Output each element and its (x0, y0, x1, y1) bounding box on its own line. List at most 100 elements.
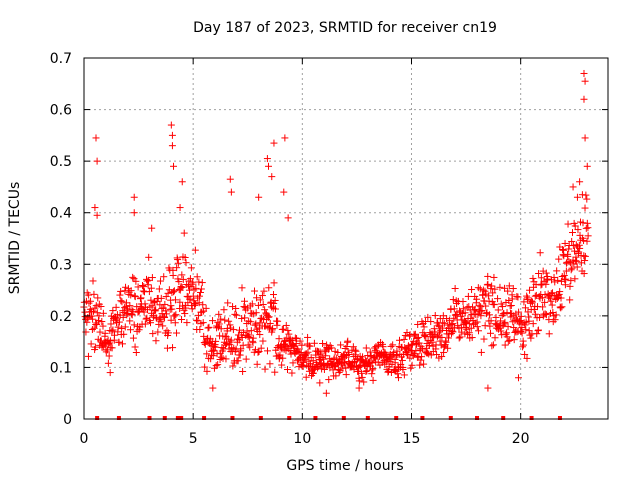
data-point (464, 292, 472, 300)
data-point (313, 361, 321, 369)
data-point (254, 348, 262, 356)
data-point (479, 286, 487, 294)
data-point (537, 281, 545, 289)
data-point (542, 311, 550, 319)
baseline-mark (341, 416, 346, 420)
data-point (171, 312, 179, 320)
data-point (238, 284, 246, 292)
data-point (434, 331, 442, 339)
data-point (368, 366, 376, 374)
data-point (247, 327, 255, 335)
data-point (479, 291, 487, 299)
data-point (142, 315, 150, 323)
data-point (258, 292, 266, 300)
data-point (201, 363, 209, 371)
data-point (140, 283, 148, 291)
data-point (252, 320, 260, 328)
data-point (481, 287, 489, 295)
data-point (421, 332, 429, 340)
data-point (505, 282, 513, 290)
data-point (557, 304, 565, 312)
data-point (176, 298, 184, 306)
data-point (322, 389, 330, 397)
data-point (234, 335, 242, 343)
data-point (163, 344, 171, 352)
data-point (93, 211, 101, 219)
data-point (199, 319, 207, 327)
data-point (541, 310, 549, 318)
data-point (389, 341, 397, 349)
data-point (137, 294, 145, 302)
data-point (171, 296, 179, 304)
data-point (232, 311, 240, 319)
data-point (523, 292, 531, 300)
data-point (117, 297, 125, 305)
data-point (529, 274, 537, 282)
data-point (145, 276, 153, 284)
data-point (528, 298, 536, 306)
data-point (178, 283, 186, 291)
data-point (484, 280, 492, 288)
data-point (267, 303, 275, 311)
data-point (567, 277, 575, 285)
data-point (167, 121, 175, 129)
data-point (427, 351, 435, 359)
x-tick-label: 10 (293, 431, 311, 447)
data-point (282, 321, 290, 329)
data-point (399, 366, 407, 374)
data-point (521, 304, 529, 312)
data-point (116, 291, 124, 299)
data-point (178, 271, 186, 279)
data-point (559, 245, 567, 253)
data-point (303, 350, 311, 358)
data-point (94, 294, 102, 302)
data-point (568, 229, 576, 237)
data-point (575, 248, 583, 256)
data-point (521, 350, 529, 358)
data-point (203, 350, 211, 358)
data-point (126, 317, 134, 325)
data-point (120, 330, 128, 338)
data-point (174, 256, 182, 264)
data-point (400, 335, 408, 343)
data-point (461, 309, 469, 317)
data-point (449, 296, 457, 304)
data-point (260, 287, 268, 295)
data-point (168, 142, 176, 150)
data-point (253, 294, 261, 302)
data-point (106, 369, 114, 377)
data-point (533, 330, 541, 338)
data-point (231, 310, 239, 318)
baseline-mark (162, 416, 167, 420)
data-point (270, 139, 278, 147)
data-point (226, 175, 234, 183)
data-point (369, 376, 377, 384)
data-point (92, 302, 100, 310)
data-point (482, 302, 490, 310)
data-point (263, 155, 271, 163)
data-point (111, 331, 119, 339)
data-point (161, 300, 169, 308)
data-point (458, 328, 466, 336)
data-point (149, 330, 157, 338)
data-point (576, 244, 584, 252)
data-point (427, 318, 435, 326)
data-point (122, 283, 130, 291)
data-point (236, 326, 244, 334)
data-point (473, 295, 481, 303)
data-point (134, 308, 142, 316)
data-point (197, 285, 205, 293)
data-point (227, 336, 235, 344)
baseline-mark (529, 416, 534, 420)
data-point (121, 323, 129, 331)
data-point (226, 321, 234, 329)
data-point (274, 317, 282, 325)
baseline-mark (501, 416, 506, 420)
data-point (146, 319, 154, 327)
data-point (581, 204, 589, 212)
data-point (261, 365, 269, 373)
data-point (358, 369, 366, 377)
data-point (303, 361, 311, 369)
data-point (97, 302, 105, 310)
data-point (546, 294, 554, 302)
